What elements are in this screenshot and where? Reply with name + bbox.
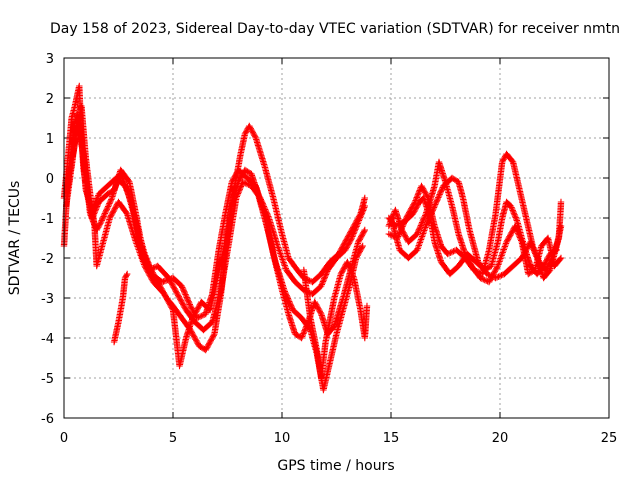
y-tick-label: 0	[46, 172, 54, 187]
series-track-e	[110, 270, 131, 346]
y-tick-label: -2	[41, 252, 54, 267]
y-tick-label: 2	[46, 92, 54, 107]
y-tick-label: 3	[46, 52, 54, 67]
x-axis-label: GPS time / hours	[277, 458, 394, 474]
y-tick-label: -3	[41, 292, 54, 307]
y-tick-label: -1	[41, 212, 54, 227]
grid	[64, 58, 609, 418]
y-tick-label: -6	[41, 412, 54, 427]
series-track-d	[65, 102, 366, 394]
y-tick-label: -5	[41, 372, 54, 387]
plot-frame	[63, 57, 610, 419]
x-tick-label: 15	[383, 431, 400, 446]
series-track-j	[387, 174, 565, 282]
y-tick-label: 1	[46, 132, 54, 147]
data-points	[60, 82, 565, 394]
y-tick-label: -4	[41, 332, 54, 347]
chart-title: Day 158 of 2023, Sidereal Day-to-day VTE…	[50, 21, 620, 37]
x-tick-label: 20	[492, 431, 509, 446]
x-tick-label: 5	[169, 431, 177, 446]
series-track-f	[300, 258, 371, 382]
x-tick-label: 25	[601, 431, 618, 446]
x-tick-label: 10	[274, 431, 291, 446]
x-tick-label: 0	[60, 431, 68, 446]
y-axis-label: SDTVAR / TECUs	[7, 181, 23, 296]
